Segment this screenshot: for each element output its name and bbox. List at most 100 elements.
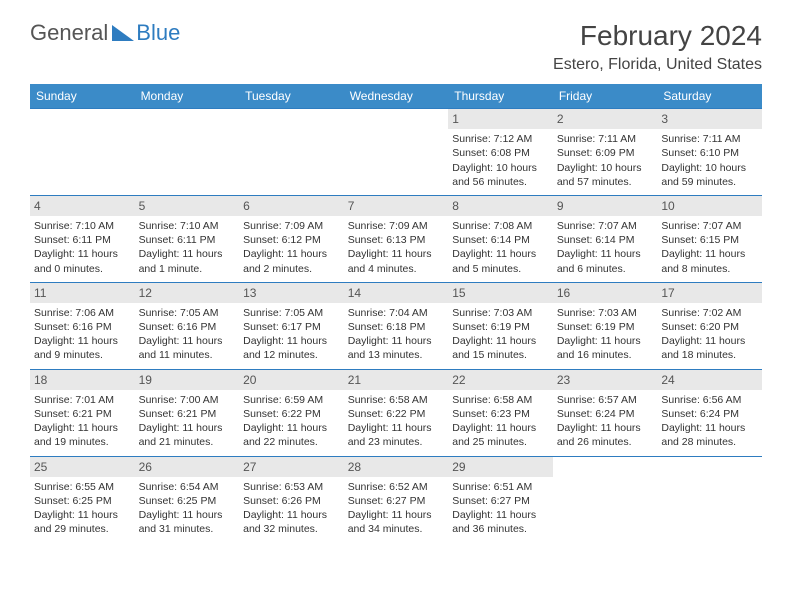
date-number: 21 <box>344 370 449 390</box>
daylight2-text: and 22 minutes. <box>243 435 340 449</box>
calendar-cell: 12 Sunrise: 7:05 AMSunset: 6:16 PMDayligh… <box>135 282 240 369</box>
sunrise-text: Sunrise: 6:59 AM <box>243 393 340 407</box>
sunset-text: Sunset: 6:16 PM <box>139 320 236 334</box>
day-header-row: SundayMondayTuesdayWednesdayThursdayFrid… <box>30 84 762 109</box>
daylight1-text: Daylight: 11 hours <box>557 247 654 261</box>
daylight1-text: Daylight: 11 hours <box>661 334 758 348</box>
sunrise-text: Sunrise: 6:56 AM <box>661 393 758 407</box>
daylight1-text: Daylight: 11 hours <box>139 421 236 435</box>
daylight1-text: Daylight: 11 hours <box>661 421 758 435</box>
daylight2-text: and 12 minutes. <box>243 348 340 362</box>
date-number: 4 <box>30 196 135 216</box>
daylight1-text: Daylight: 11 hours <box>452 508 549 522</box>
sunset-text: Sunset: 6:17 PM <box>243 320 340 334</box>
date-number: 2 <box>553 109 658 129</box>
date-number: 1 <box>448 109 553 129</box>
date-number: 28 <box>344 457 449 477</box>
calendar-table: SundayMondayTuesdayWednesdayThursdayFrid… <box>30 84 762 542</box>
date-number: 14 <box>344 283 449 303</box>
location: Estero, Florida, United States <box>553 56 762 74</box>
calendar-week: 4Sunrise: 7:10 AMSunset: 6:11 PMDaylight… <box>30 195 762 282</box>
date-number: 27 <box>239 457 344 477</box>
sunset-text: Sunset: 6:18 PM <box>348 320 445 334</box>
day-header: Tuesday <box>239 84 344 109</box>
date-number: 29 <box>448 457 553 477</box>
calendar-cell <box>239 109 344 196</box>
date-number: 16 <box>553 283 658 303</box>
sunrise-text: Sunrise: 7:05 AM <box>139 306 236 320</box>
date-number: 10 <box>657 196 762 216</box>
calendar-head: SundayMondayTuesdayWednesdayThursdayFrid… <box>30 84 762 109</box>
calendar-cell: 14Sunrise: 7:04 AMSunset: 6:18 PMDayligh… <box>344 282 449 369</box>
date-number: 12 <box>135 283 240 303</box>
daylight2-text: and 56 minutes. <box>452 175 549 189</box>
calendar-cell: 21Sunrise: 6:58 AMSunset: 6:22 PMDayligh… <box>344 369 449 456</box>
sunset-text: Sunset: 6:08 PM <box>452 146 549 160</box>
date-number: 17 <box>657 283 762 303</box>
calendar-cell <box>657 456 762 542</box>
day-header: Sunday <box>30 84 135 109</box>
sunrise-text: Sunrise: 7:07 AM <box>557 219 654 233</box>
sunset-text: Sunset: 6:14 PM <box>452 233 549 247</box>
daylight2-text: and 21 minutes. <box>139 435 236 449</box>
sunrise-text: Sunrise: 6:57 AM <box>557 393 654 407</box>
calendar-cell: 16Sunrise: 7:03 AMSunset: 6:19 PMDayligh… <box>553 282 658 369</box>
sunrise-text: Sunrise: 7:02 AM <box>661 306 758 320</box>
day-header: Monday <box>135 84 240 109</box>
day-header: Friday <box>553 84 658 109</box>
month-title: February 2024 <box>553 20 762 52</box>
calendar-cell: 6Sunrise: 7:09 AMSunset: 6:12 PMDaylight… <box>239 195 344 282</box>
sunset-text: Sunset: 6:20 PM <box>661 320 758 334</box>
sunset-text: Sunset: 6:23 PM <box>452 407 549 421</box>
sunrise-text: Sunrise: 7:09 AM <box>243 219 340 233</box>
date-number: 26 <box>135 457 240 477</box>
sunrise-text: Sunrise: 7:11 AM <box>557 132 654 146</box>
sunset-text: Sunset: 6:10 PM <box>661 146 758 160</box>
sunset-text: Sunset: 6:25 PM <box>34 494 131 508</box>
calendar-cell: 22Sunrise: 6:58 AMSunset: 6:23 PMDayligh… <box>448 369 553 456</box>
sunset-text: Sunset: 6:09 PM <box>557 146 654 160</box>
calendar-cell <box>30 109 135 196</box>
daylight2-text: and 1 minute. <box>139 262 236 276</box>
daylight2-text: and 34 minutes. <box>348 522 445 536</box>
date-number: 8 <box>448 196 553 216</box>
sunset-text: Sunset: 6:27 PM <box>348 494 445 508</box>
sunrise-text: Sunrise: 6:51 AM <box>452 480 549 494</box>
sunset-text: Sunset: 6:24 PM <box>557 407 654 421</box>
sunrise-text: Sunrise: 6:54 AM <box>139 480 236 494</box>
sunrise-text: Sunrise: 7:03 AM <box>452 306 549 320</box>
calendar-cell <box>135 109 240 196</box>
day-header: Saturday <box>657 84 762 109</box>
daylight1-text: Daylight: 11 hours <box>139 334 236 348</box>
calendar-week: 11Sunrise: 7:06 AMSunset: 6:16 PMDayligh… <box>30 282 762 369</box>
day-header: Thursday <box>448 84 553 109</box>
sunrise-text: Sunrise: 7:00 AM <box>139 393 236 407</box>
header: GeneralBlue February 2024 Estero, Florid… <box>30 20 762 74</box>
sunset-text: Sunset: 6:22 PM <box>348 407 445 421</box>
calendar-page: GeneralBlue February 2024 Estero, Florid… <box>0 0 792 562</box>
date-number: 22 <box>448 370 553 390</box>
sunset-text: Sunset: 6:27 PM <box>452 494 549 508</box>
daylight1-text: Daylight: 11 hours <box>243 247 340 261</box>
sunset-text: Sunset: 6:22 PM <box>243 407 340 421</box>
daylight1-text: Daylight: 11 hours <box>139 508 236 522</box>
calendar-week: 1Sunrise: 7:12 AMSunset: 6:08 PMDaylight… <box>30 109 762 196</box>
sunrise-text: Sunrise: 7:01 AM <box>34 393 131 407</box>
calendar-cell: 4Sunrise: 7:10 AMSunset: 6:11 PMDaylight… <box>30 195 135 282</box>
sunset-text: Sunset: 6:19 PM <box>557 320 654 334</box>
sunset-text: Sunset: 6:12 PM <box>243 233 340 247</box>
sunset-text: Sunset: 6:15 PM <box>661 233 758 247</box>
daylight2-text: and 26 minutes. <box>557 435 654 449</box>
calendar-body: 1 Sunrise: 7:12 AMSunset: 6:08 PM Daylight… <box>30 109 762 543</box>
daylight1-text: Daylight: 11 hours <box>34 334 131 348</box>
sunset-text: Sunset: 6:16 PM <box>34 320 131 334</box>
date-number: 13 <box>239 283 344 303</box>
daylight1-text: Daylight: 11 hours <box>452 421 549 435</box>
date-number: 3 <box>657 109 762 129</box>
daylight2-text: and 57 minutes. <box>557 175 654 189</box>
sunrise-text: Sunrise: 7:04 AM <box>348 306 445 320</box>
sunrise-text: Sunrise: 7:12 AM <box>452 132 549 146</box>
sunrise-text: Sunrise: 7:08 AM <box>452 219 549 233</box>
daylight2-text: and 4 minutes. <box>348 262 445 276</box>
date-number: 23 <box>553 370 658 390</box>
